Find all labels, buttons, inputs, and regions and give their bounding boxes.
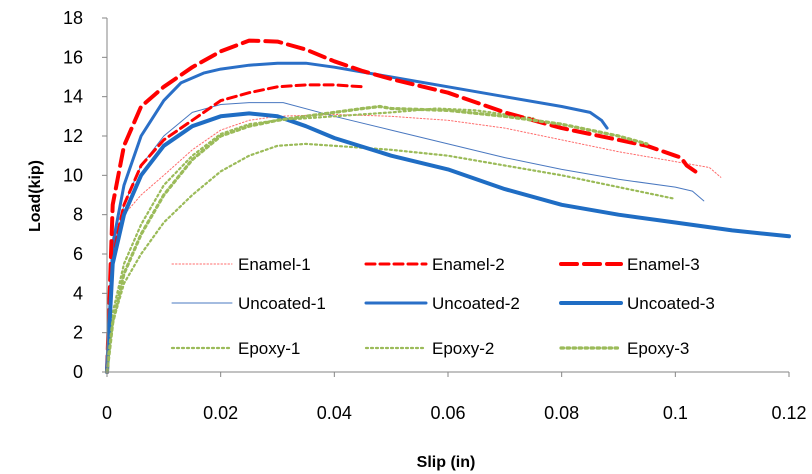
x-tick-label: 0.02 bbox=[203, 403, 238, 423]
series-line-uncoated-1 bbox=[106, 102, 705, 373]
legend: Enamel-1 Uncoated-1 Epoxy-1 Enamel-2 Uncoate… bbox=[170, 255, 715, 358]
series-line-epoxy-3 bbox=[105, 104, 649, 374]
x-tick-label: 0.06 bbox=[430, 403, 465, 423]
y-tick-label: 8 bbox=[73, 205, 83, 225]
tick-labels: 0 2 4 6 8 10 12 14 16 18 0 0.02 0.04 0.06 0.08 0.1 0.12 bbox=[63, 8, 807, 423]
legend-label-enamel-1: Enamel-1 bbox=[238, 255, 311, 274]
legend-label-epoxy-3: Epoxy-3 bbox=[627, 339, 689, 358]
series-line-enamel-1 bbox=[106, 113, 722, 373]
y-tick-label: 6 bbox=[73, 244, 83, 264]
legend-label-uncoated-1: Uncoated-1 bbox=[238, 294, 326, 313]
y-tick-label: 2 bbox=[73, 323, 83, 343]
legend-label-epoxy-1: Epoxy-1 bbox=[238, 339, 300, 358]
y-tick-label: 10 bbox=[63, 165, 83, 185]
axes bbox=[102, 17, 790, 377]
x-tick-label: 0.1 bbox=[663, 403, 688, 423]
series-line-epoxy-2 bbox=[105, 107, 535, 374]
legend-label-enamel-2: Enamel-2 bbox=[432, 255, 505, 274]
x-tick-label: 0.08 bbox=[544, 403, 579, 423]
plot-area bbox=[105, 38, 791, 374]
legend-label-uncoated-3: Uncoated-3 bbox=[627, 294, 715, 313]
y-tick-label: 4 bbox=[73, 283, 83, 303]
y-tick-label: 18 bbox=[63, 8, 83, 28]
legend-label-enamel-3: Enamel-3 bbox=[627, 255, 700, 274]
y-axis-title: Load(kip) bbox=[27, 160, 44, 232]
series-line-uncoated-3 bbox=[105, 111, 791, 374]
legend-label-uncoated-2: Uncoated-2 bbox=[432, 294, 520, 313]
legend-label-epoxy-2: Epoxy-2 bbox=[432, 339, 494, 358]
x-axis-title: Slip (in) bbox=[417, 454, 476, 471]
x-tick-label: 0.04 bbox=[317, 403, 352, 423]
series-line-epoxy-1 bbox=[105, 142, 677, 374]
x-tick-label: 0 bbox=[102, 403, 112, 423]
series-line-uncoated-2 bbox=[105, 61, 609, 374]
y-tick-label: 14 bbox=[63, 87, 83, 107]
y-tick-label: 0 bbox=[73, 362, 83, 382]
x-tick-label: 0.12 bbox=[771, 403, 806, 423]
y-tick-label: 12 bbox=[63, 126, 83, 146]
series-line-enamel-3 bbox=[105, 38, 701, 374]
series-line-enamel-2 bbox=[105, 83, 365, 374]
y-tick-label: 16 bbox=[63, 47, 83, 67]
